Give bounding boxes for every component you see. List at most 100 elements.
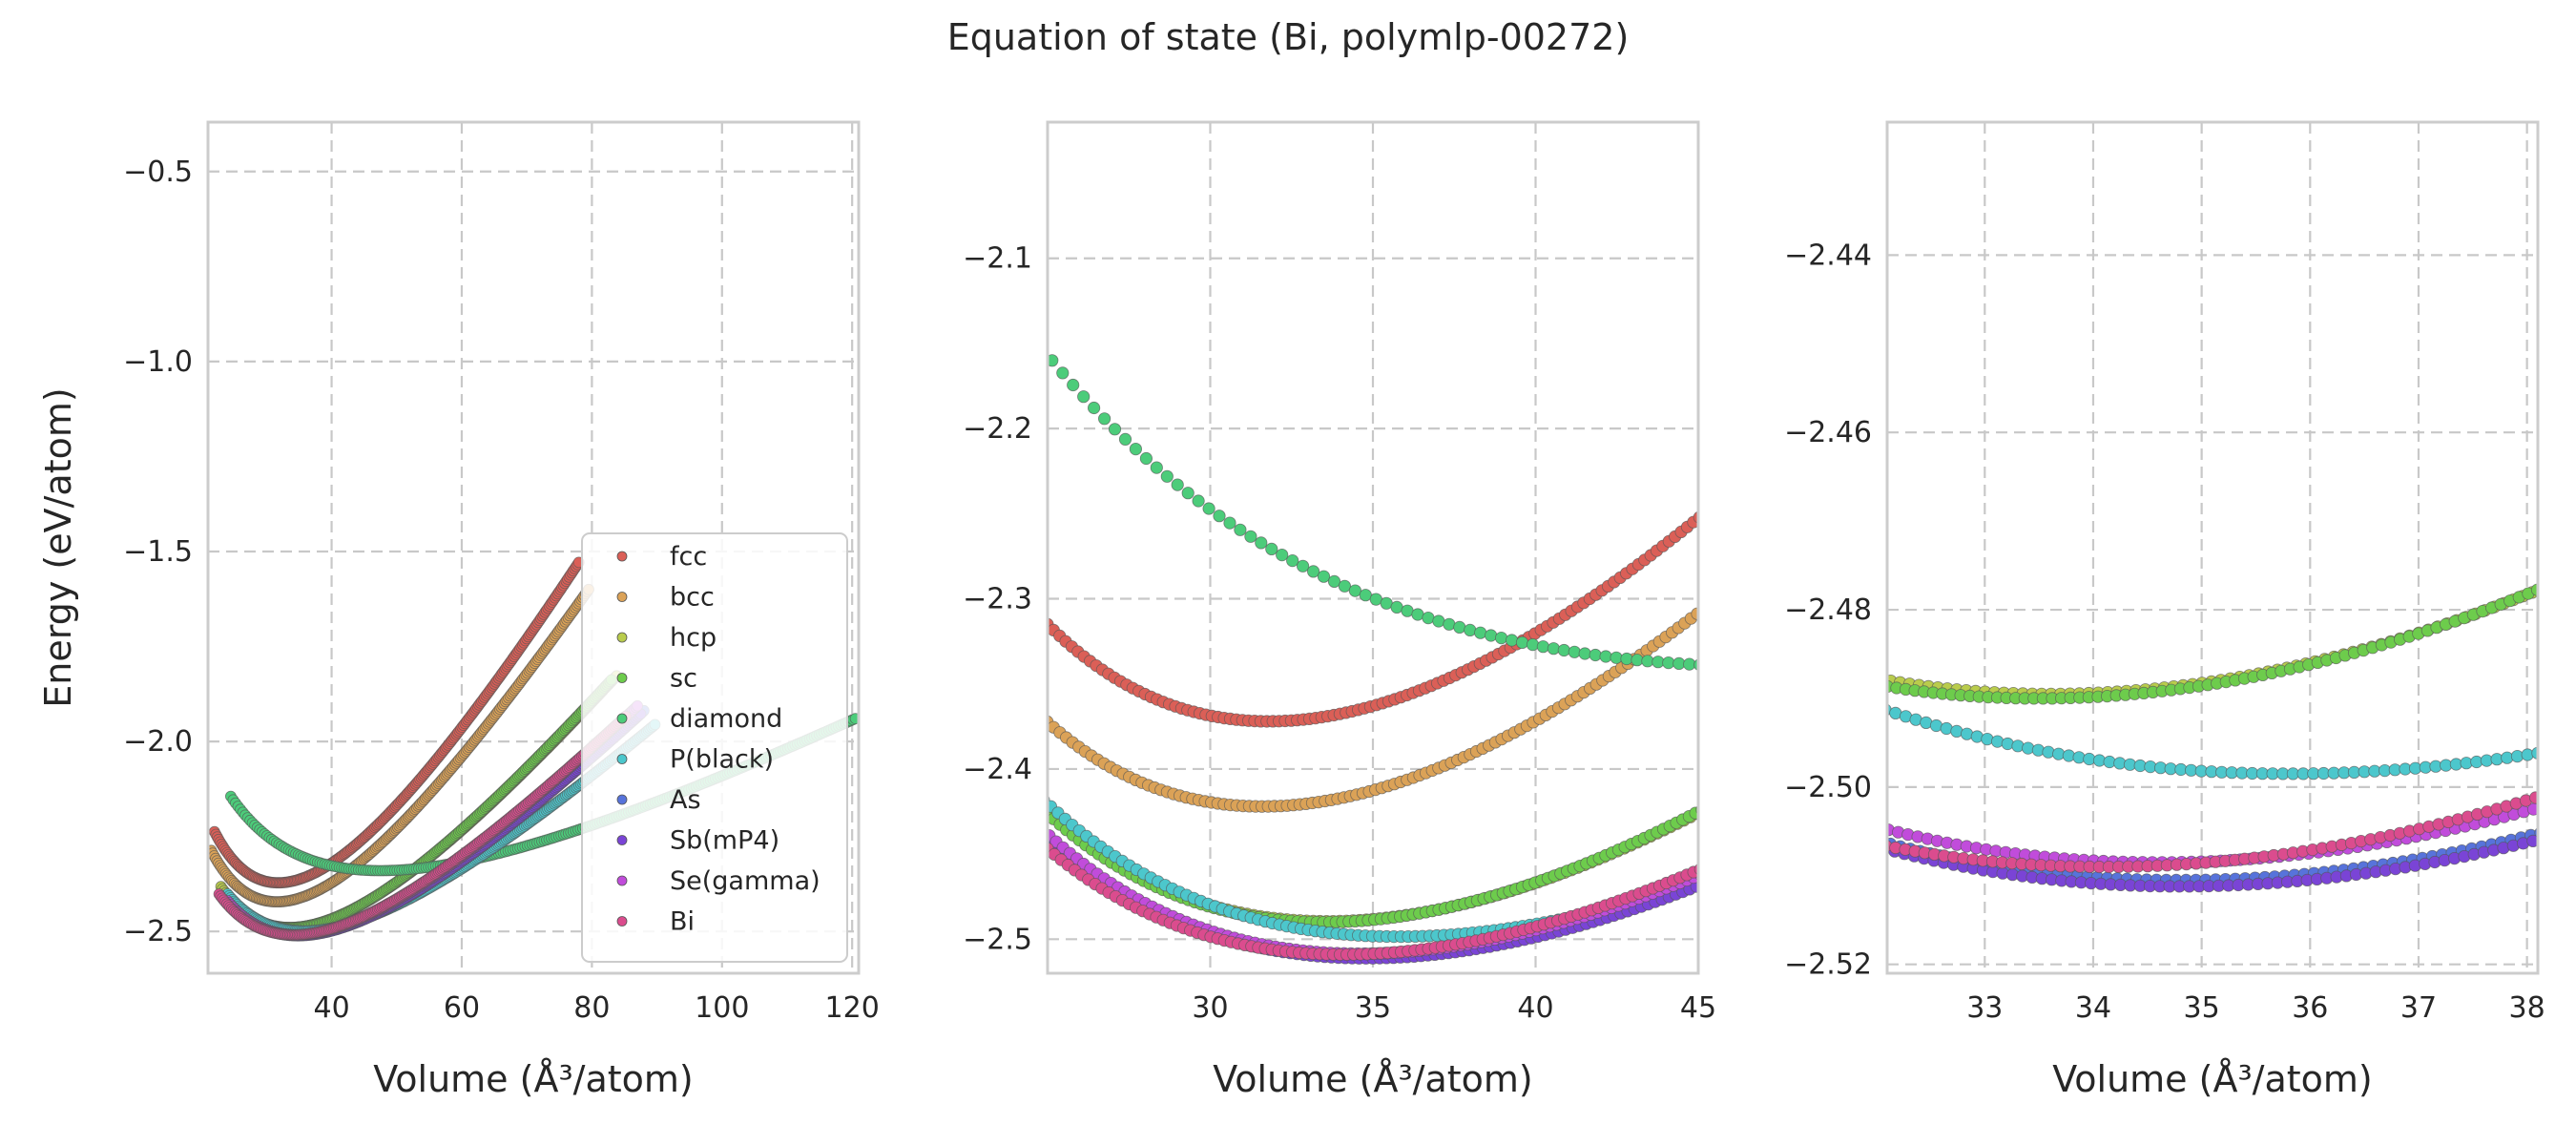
x-tick-label: 40: [1517, 991, 1553, 1025]
legend-entry-label: Sb(mP4): [670, 826, 779, 856]
data-point: [1160, 469, 1174, 483]
series-P(black): [1887, 703, 2538, 781]
y-tick-label: −2.50: [1784, 771, 1872, 804]
series-fcc: [1048, 510, 1698, 728]
y-tick-label: −2.2: [963, 412, 1032, 446]
data-point: [1098, 412, 1111, 426]
y-tick-label: −2.3: [963, 583, 1032, 616]
y-tick-label: −2.5: [963, 923, 1032, 956]
y-tick-label: −0.5: [123, 156, 193, 189]
data-point: [1599, 650, 1612, 663]
x-tick-label: 30: [1192, 991, 1228, 1025]
data-point: [1192, 494, 1205, 508]
data-point: [1631, 654, 1644, 667]
data-point: [1327, 574, 1341, 589]
data-point: [1129, 442, 1143, 456]
data-point: [1662, 656, 1675, 670]
data-point: [1255, 536, 1268, 550]
series-Bi: [1048, 842, 1698, 962]
legend-marker: [616, 835, 628, 845]
data-point: [1181, 487, 1195, 500]
data-point: [1536, 640, 1550, 654]
data-point: [1265, 542, 1278, 556]
legend: fcc bcc hcp sc diamond P(black) As Sb(mP4) Se(ga…: [581, 532, 848, 963]
data-point: [1202, 502, 1215, 515]
data-point: [1464, 623, 1477, 637]
legend-marker: [616, 875, 628, 886]
data-point: [1234, 523, 1247, 536]
legend-entry-label: diamond: [670, 704, 782, 734]
panels: 40 60 80 100 120 −2.5 −2.0 −1.5 −1.0 −0.5 Volume (…: [37, 120, 2545, 1100]
data-point: [1515, 635, 1529, 650]
figure-title: Equation of state (Bi, polymlp-00272): [947, 16, 1630, 58]
panel-zoom-1: 30 35 40 45 −2.5 −2.4 −2.3 −2.2 −2.1 Volume (Å³/a…: [963, 120, 1716, 1100]
data-point: [1390, 600, 1403, 614]
data-point: [1150, 461, 1163, 474]
legend-entry-label: fcc: [670, 542, 707, 572]
legend-marker: [616, 632, 628, 643]
y-tick-label: −2.46: [1784, 416, 1872, 449]
series-bcc: [1048, 605, 1698, 813]
data-point: [1991, 735, 2005, 748]
data-point: [1652, 656, 1665, 669]
x-tick-label: 80: [573, 991, 610, 1025]
legend-marker: [616, 713, 628, 724]
data-point: [1610, 651, 1623, 664]
data-point: [1077, 390, 1091, 404]
x-tick-label: 100: [695, 991, 749, 1025]
data-point: [1620, 652, 1633, 666]
data-point: [2529, 791, 2538, 804]
x-tick-label: 45: [1680, 991, 1716, 1025]
data-point: [2042, 745, 2055, 759]
legend-marker: [616, 551, 628, 562]
y-axis-label: Energy (eV/atom): [37, 387, 79, 707]
data-point: [1506, 634, 1519, 647]
panel-zoom-2: 33 34 35 36 37 38 −2.52 −2.50 −2.48 −2.46 −2.44 Vol…: [1784, 120, 2545, 1100]
y-tick-label: −2.52: [1784, 948, 1872, 982]
x-tick-label: 36: [2292, 991, 2328, 1025]
data-point: [1547, 642, 1561, 656]
data-point: [1422, 611, 1435, 625]
series-sc: [1887, 583, 2538, 705]
x-tick-label: 40: [313, 991, 349, 1025]
legend-marker: [616, 754, 628, 764]
data-point: [2022, 741, 2035, 755]
data-point: [1223, 516, 1236, 530]
legend-entry-label: hcp: [670, 623, 717, 653]
legend-entry-label: P(black): [670, 745, 774, 775]
data-point: [2526, 834, 2538, 847]
y-tick-label: −1.0: [123, 345, 193, 379]
data-point: [2001, 737, 2014, 751]
legend-entry-label: Se(gamma): [670, 866, 821, 896]
y-tick-label: −1.5: [123, 535, 193, 569]
data-point: [1981, 732, 1994, 746]
data-point: [1108, 423, 1122, 436]
legend-marker: [616, 673, 628, 683]
data-point: [849, 713, 859, 724]
data-point: [1067, 378, 1080, 392]
data-point: [1286, 553, 1299, 568]
data-point: [1641, 655, 1654, 668]
y-tick-label: −2.5: [123, 915, 193, 948]
legend-box: [581, 532, 848, 963]
data-point: [1683, 657, 1696, 671]
data-point: [2062, 749, 2075, 762]
data-point: [1297, 559, 1310, 572]
data-point: [1589, 648, 1602, 662]
data-point: [1432, 614, 1445, 628]
data-point: [1485, 629, 1498, 642]
legend-entry-label: As: [670, 785, 701, 815]
scatter-points: [1048, 344, 1698, 965]
data-point: [1526, 637, 1540, 652]
x-tick-label: 37: [2400, 991, 2437, 1025]
data-point: [1244, 530, 1257, 543]
x-tick-label: 120: [825, 991, 880, 1025]
data-point: [2011, 739, 2025, 753]
series-Bi: [1887, 791, 2538, 874]
x-tick-label: 35: [2184, 991, 2220, 1025]
scatter-points: [1887, 583, 2538, 893]
data-point: [1118, 432, 1132, 446]
legend-entry-label: bcc: [670, 583, 715, 613]
x-axis-label: Volume (Å³/atom): [1213, 1058, 1533, 1100]
x-tick-label: 33: [1966, 991, 2003, 1025]
